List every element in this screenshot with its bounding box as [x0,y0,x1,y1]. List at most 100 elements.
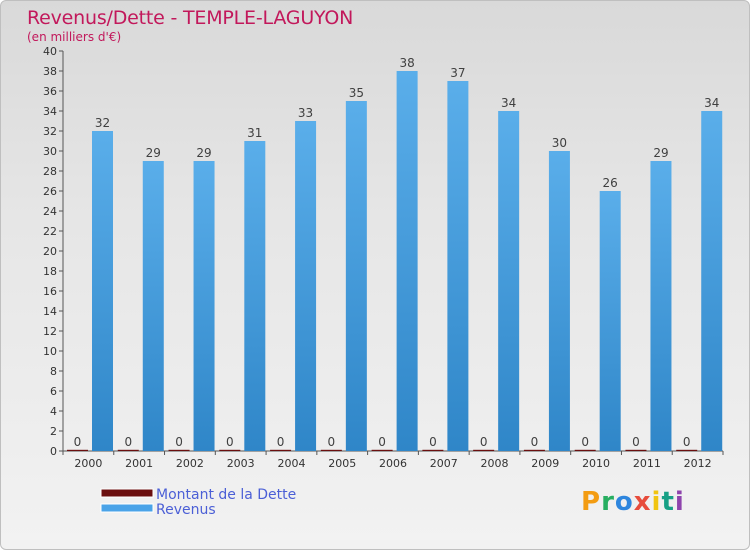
revenus-value-label: 31 [247,126,262,140]
y-tick-label: 24 [43,205,57,218]
y-tick-label: 36 [43,85,57,98]
bars [67,71,723,451]
logo-letter: r [601,487,615,517]
revenus-value-label: 30 [552,136,567,150]
x-tick-label: 2007 [430,457,458,470]
y-tick-label: 34 [43,105,57,118]
x-tick-label: 2004 [277,457,305,470]
y-tick-label: 38 [43,65,57,78]
y-tick-label: 8 [50,365,57,378]
y-tick-label: 18 [43,265,57,278]
logo-letter: i [651,487,662,517]
dette-bar [574,449,596,451]
y-tick-label: 22 [43,225,57,238]
y-tick-label: 12 [43,325,57,338]
revenus-bar [142,161,164,451]
revenus-bar [498,111,520,451]
revenus-value-label: 34 [501,96,516,110]
revenus-bar [650,161,672,451]
dette-value-label: 0 [531,435,539,449]
dette-bar [67,449,88,451]
x-tick-label: 2001 [125,457,153,470]
data-labels: 0 32 0 29 0 29 0 31 0 33 0 35 0 38 0 37 0 34 0 30 0 26 0 29 0 34 [74,56,720,449]
revenus-value-label: 29 [653,146,668,160]
logo-letter: o [614,487,634,517]
revenus-value-label: 34 [704,96,719,110]
dette-bar [523,449,545,451]
dette-bar [625,449,647,451]
legend-swatch-dette [100,488,154,498]
dette-value-label: 0 [581,435,589,449]
chart-title: Revenus/Dette - TEMPLE-LAGUYON [27,7,354,29]
dette-value-label: 0 [226,435,234,449]
dette-value-label: 0 [124,435,132,449]
dette-value-label: 0 [429,435,437,449]
y-tick-label: 30 [43,145,57,158]
y-tick-label: 0 [50,445,57,458]
dette-value-label: 0 [175,435,183,449]
dette-value-label: 0 [277,435,285,449]
logo-letter: x [633,487,652,517]
revenus-bar [92,131,113,451]
dette-value-label: 0 [480,435,488,449]
y-tick-label: 4 [50,405,57,418]
dette-value-label: 0 [74,435,82,449]
x-tick-label: 2005 [328,457,356,470]
revenus-value-label: 32 [95,116,110,130]
dette-bar [117,449,139,451]
dette-bar [371,449,393,451]
revenus-value-label: 37 [450,66,465,80]
dette-value-label: 0 [683,435,691,449]
revenus-value-label: 38 [399,56,414,70]
revenus-bar [345,101,367,451]
y-tick-label: 14 [43,305,57,318]
logo-letter: i [674,487,685,517]
logo-letter: P [581,487,602,517]
dette-value-label: 0 [378,435,386,449]
y-tick-label: 28 [43,165,57,178]
legend-swatch-revenus [100,503,154,513]
x-tick-label: 2009 [531,457,559,470]
x-tick-label: 2002 [176,457,204,470]
y-tick-label: 26 [43,185,57,198]
revenus-value-label: 29 [196,146,211,160]
revenus-bar [244,141,266,451]
x-tick-label: 2003 [227,457,255,470]
y-tick-label: 40 [43,45,57,58]
revenus-value-label: 35 [349,86,364,100]
dette-bar [270,449,292,451]
y-tick-label: 20 [43,245,57,258]
dette-bar [168,449,190,451]
chart-subtitle: (en milliers d'€) [27,30,122,44]
x-tick-label: 2000 [74,457,102,470]
revenus-bar [193,161,215,451]
x-tick-label: 2010 [582,457,610,470]
legend-label-revenus: Revenus [156,502,216,518]
dette-bar [676,449,698,451]
proxiti-logo: Proxiti [581,487,685,517]
dette-bar [422,449,444,451]
dette-value-label: 0 [328,435,336,449]
logo-letter: t [661,487,675,517]
y-tick-label: 10 [43,345,57,358]
revenus-value-label: 29 [146,146,161,160]
y-tick-label: 2 [50,425,57,438]
revenus-bar [548,151,570,451]
dette-bar [219,449,241,451]
x-tick-label: 2011 [633,457,661,470]
x-tick-label: 2006 [379,457,407,470]
revenus-bar [447,81,469,451]
x-tick-label: 2008 [481,457,509,470]
revenus-value-label: 33 [298,106,313,120]
revenus-bar [295,121,317,451]
dette-value-label: 0 [632,435,640,449]
dette-bar [320,449,342,451]
x-tick-label: 2012 [684,457,712,470]
x-axis: 2000 2001 2002 2003 2004 2005 2006 2007 2008 2009… [62,450,724,470]
revenus-bar [701,111,723,451]
y-tick-label: 16 [43,285,57,298]
